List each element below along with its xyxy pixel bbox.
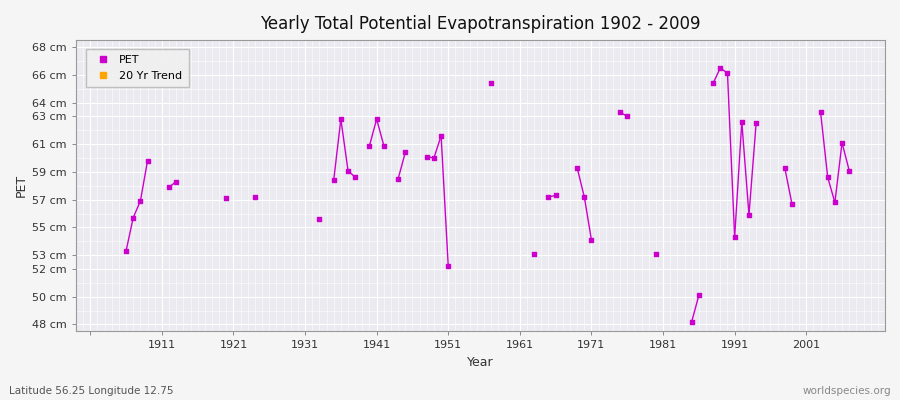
Point	[162, 184, 176, 190]
Point	[785, 200, 799, 207]
Point	[742, 212, 756, 218]
Title: Yearly Total Potential Evapotranspiration 1902 - 2009: Yearly Total Potential Evapotranspiratio…	[260, 15, 701, 33]
Y-axis label: PET: PET	[15, 174, 28, 197]
Point	[219, 195, 233, 202]
Point	[312, 216, 327, 222]
Point	[835, 140, 850, 146]
Point	[691, 292, 706, 298]
Point	[527, 250, 542, 257]
Point	[341, 167, 356, 174]
Point	[327, 177, 341, 184]
Point	[391, 176, 405, 182]
Legend: PET, 20 Yr Trend: PET, 20 Yr Trend	[86, 48, 189, 88]
Point	[713, 65, 727, 71]
Point	[427, 155, 441, 161]
Point	[541, 194, 555, 200]
Point	[126, 214, 140, 221]
Text: worldspecies.org: worldspecies.org	[803, 386, 891, 396]
Point	[577, 194, 591, 200]
Point	[376, 142, 391, 149]
Point	[370, 116, 384, 122]
Point	[419, 154, 434, 160]
Point	[828, 199, 842, 206]
Point	[398, 149, 412, 156]
Point	[821, 174, 835, 181]
Point	[334, 116, 348, 122]
Point	[814, 109, 828, 116]
Point	[842, 167, 857, 174]
Point	[133, 198, 148, 204]
Point	[613, 109, 627, 116]
Point	[570, 164, 584, 171]
X-axis label: Year: Year	[467, 356, 494, 369]
Point	[706, 80, 720, 86]
Point	[248, 194, 262, 200]
Point	[441, 263, 455, 270]
Point	[649, 250, 663, 257]
Point	[169, 178, 184, 185]
Point	[363, 142, 377, 149]
Point	[548, 192, 562, 199]
Point	[620, 113, 634, 120]
Point	[434, 133, 448, 139]
Point	[734, 119, 749, 125]
Point	[484, 80, 499, 86]
Point	[140, 158, 155, 164]
Point	[584, 237, 598, 243]
Point	[348, 174, 363, 181]
Point	[119, 248, 133, 254]
Point	[720, 70, 734, 77]
Text: Latitude 56.25 Longitude 12.75: Latitude 56.25 Longitude 12.75	[9, 386, 174, 396]
Point	[778, 164, 792, 171]
Point	[727, 234, 742, 240]
Point	[685, 318, 699, 325]
Point	[749, 120, 763, 126]
